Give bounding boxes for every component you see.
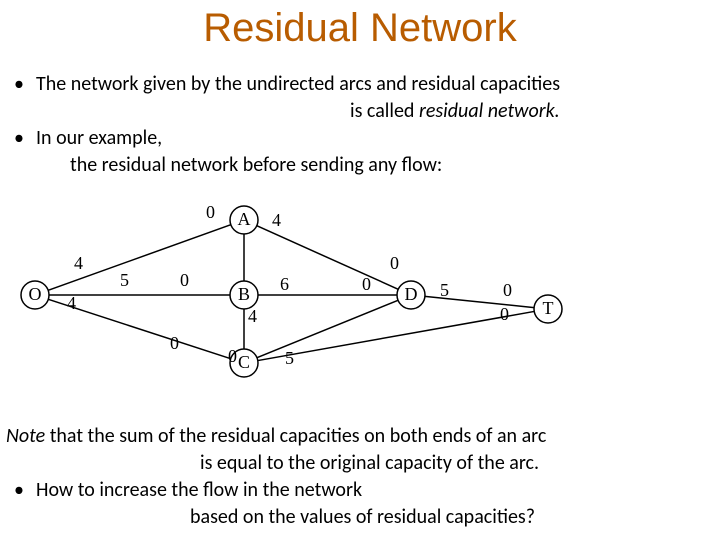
edge-label-0: 0 — [206, 202, 215, 222]
node-label-c: C — [238, 352, 250, 372]
edge-label-4: 0 — [180, 270, 189, 290]
node-label-d: D — [405, 284, 418, 304]
edge-label-5: 4 — [67, 293, 76, 313]
edge-label-1: 4 — [272, 210, 281, 230]
node-label-o: O — [29, 284, 42, 304]
edge-label-13: 0 — [170, 333, 179, 353]
edge-label-9: 5 — [440, 280, 449, 300]
edge-label-8: 0 — [390, 253, 399, 273]
edge-label-15: 5 — [285, 348, 294, 368]
edge-label-11: 0 — [500, 304, 509, 324]
node-label-b: B — [238, 284, 250, 304]
edge-label-10: 0 — [503, 280, 512, 300]
edge-label-3: 5 — [120, 270, 129, 290]
edge-label-12: 4 — [248, 306, 257, 326]
edge-label-14: 0 — [228, 346, 237, 366]
edge-label-2: 4 — [74, 253, 83, 273]
node-label-a: A — [238, 209, 251, 229]
network-diagram: OABCDT0445046005004005 — [0, 6, 720, 546]
node-label-t: T — [543, 298, 554, 318]
edge-label-7: 0 — [362, 274, 371, 294]
edge-label-6: 6 — [280, 274, 289, 294]
